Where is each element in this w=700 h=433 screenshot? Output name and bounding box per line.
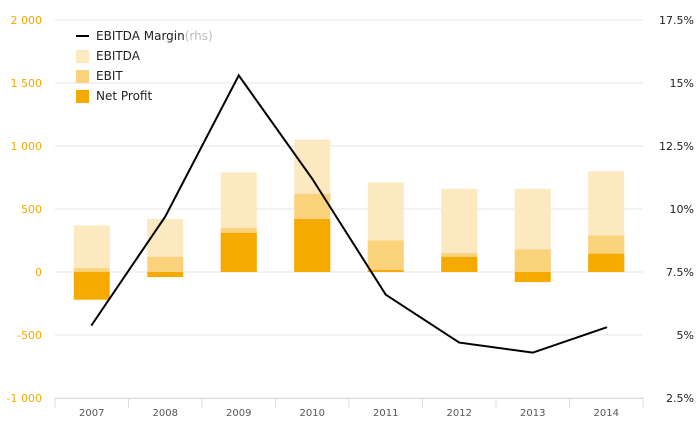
x-tick-label: 2011 (373, 408, 398, 419)
bar-net-profit (441, 256, 478, 272)
bar-net-profit (367, 270, 404, 272)
bars (73, 139, 625, 300)
bar-ebit (514, 249, 551, 272)
legend-swatch (76, 90, 89, 103)
margin-line (90, 73, 608, 354)
legend-label: EBIT (96, 69, 123, 83)
y-right-tick-label: 15% (670, 77, 694, 90)
point-ebitda-margin (90, 323, 93, 326)
bar-net-profit (294, 219, 331, 272)
bar-net-profit (73, 272, 110, 300)
bar-ebitda (73, 225, 110, 272)
y-left-tick-label: 1 500 (11, 77, 43, 90)
bar-ebit (147, 256, 184, 272)
bar-net-profit (220, 232, 257, 272)
point-ebitda-margin (458, 341, 461, 344)
axes: -1 000 -500 0 500 1 000 1 500 2 000 2.5% 5% 7.5% 1… (7, 14, 694, 419)
x-tick-label: 2012 (447, 408, 472, 419)
x-tick-label: 2008 (153, 408, 178, 419)
point-ebitda-margin (164, 215, 167, 218)
legend: EBITDA Margin (rhs) EBITDA EBIT Net Profit (76, 29, 213, 103)
legend-label: EBITDA (96, 49, 141, 63)
legend-label: EBITDA Margin (96, 29, 185, 43)
point-ebitda-margin (384, 293, 387, 296)
x-tick-label: 2007 (79, 408, 104, 419)
line-ebitda-margin (90, 73, 607, 354)
point-ebitda-margin (237, 74, 240, 77)
y-right-tick-label: 2.5% (666, 392, 694, 405)
y-right-tick-label: 12.5% (659, 140, 694, 153)
y-right-tick-label: 17.5% (659, 14, 694, 27)
point-ebitda-margin (531, 351, 534, 354)
y-right-tick-label: 5% (677, 329, 694, 342)
x-tick-label: 2014 (594, 408, 619, 419)
bar-net-profit (147, 272, 184, 278)
y-left-tick-label: 500 (21, 203, 42, 216)
y-left-tick-label: 2 000 (11, 14, 43, 27)
legend-label-suffix: (rhs) (185, 29, 213, 43)
point-ebitda-margin (311, 177, 314, 180)
y-right-tick-label: 10% (670, 203, 694, 216)
bar-ebit (367, 240, 404, 272)
point-ebitda-margin (605, 326, 608, 329)
legend-label: Net Profit (96, 89, 152, 103)
legend-swatch (76, 70, 89, 83)
legend-swatch (76, 50, 89, 63)
y-left-tick-label: 1 000 (11, 140, 43, 153)
x-tick-label: 2013 (520, 408, 545, 419)
bar-net-profit (514, 272, 551, 283)
y-right-tick-label: 7.5% (666, 266, 694, 279)
y-left-tick-label: 0 (35, 266, 42, 279)
bar-ebit (73, 268, 110, 272)
bar-net-profit (588, 253, 625, 272)
y-left-tick-label: -1 000 (7, 392, 42, 405)
x-tick-label: 2010 (300, 408, 325, 419)
x-tick-label: 2009 (226, 408, 251, 419)
gridlines (55, 19, 643, 399)
y-left-tick-label: -500 (17, 329, 42, 342)
